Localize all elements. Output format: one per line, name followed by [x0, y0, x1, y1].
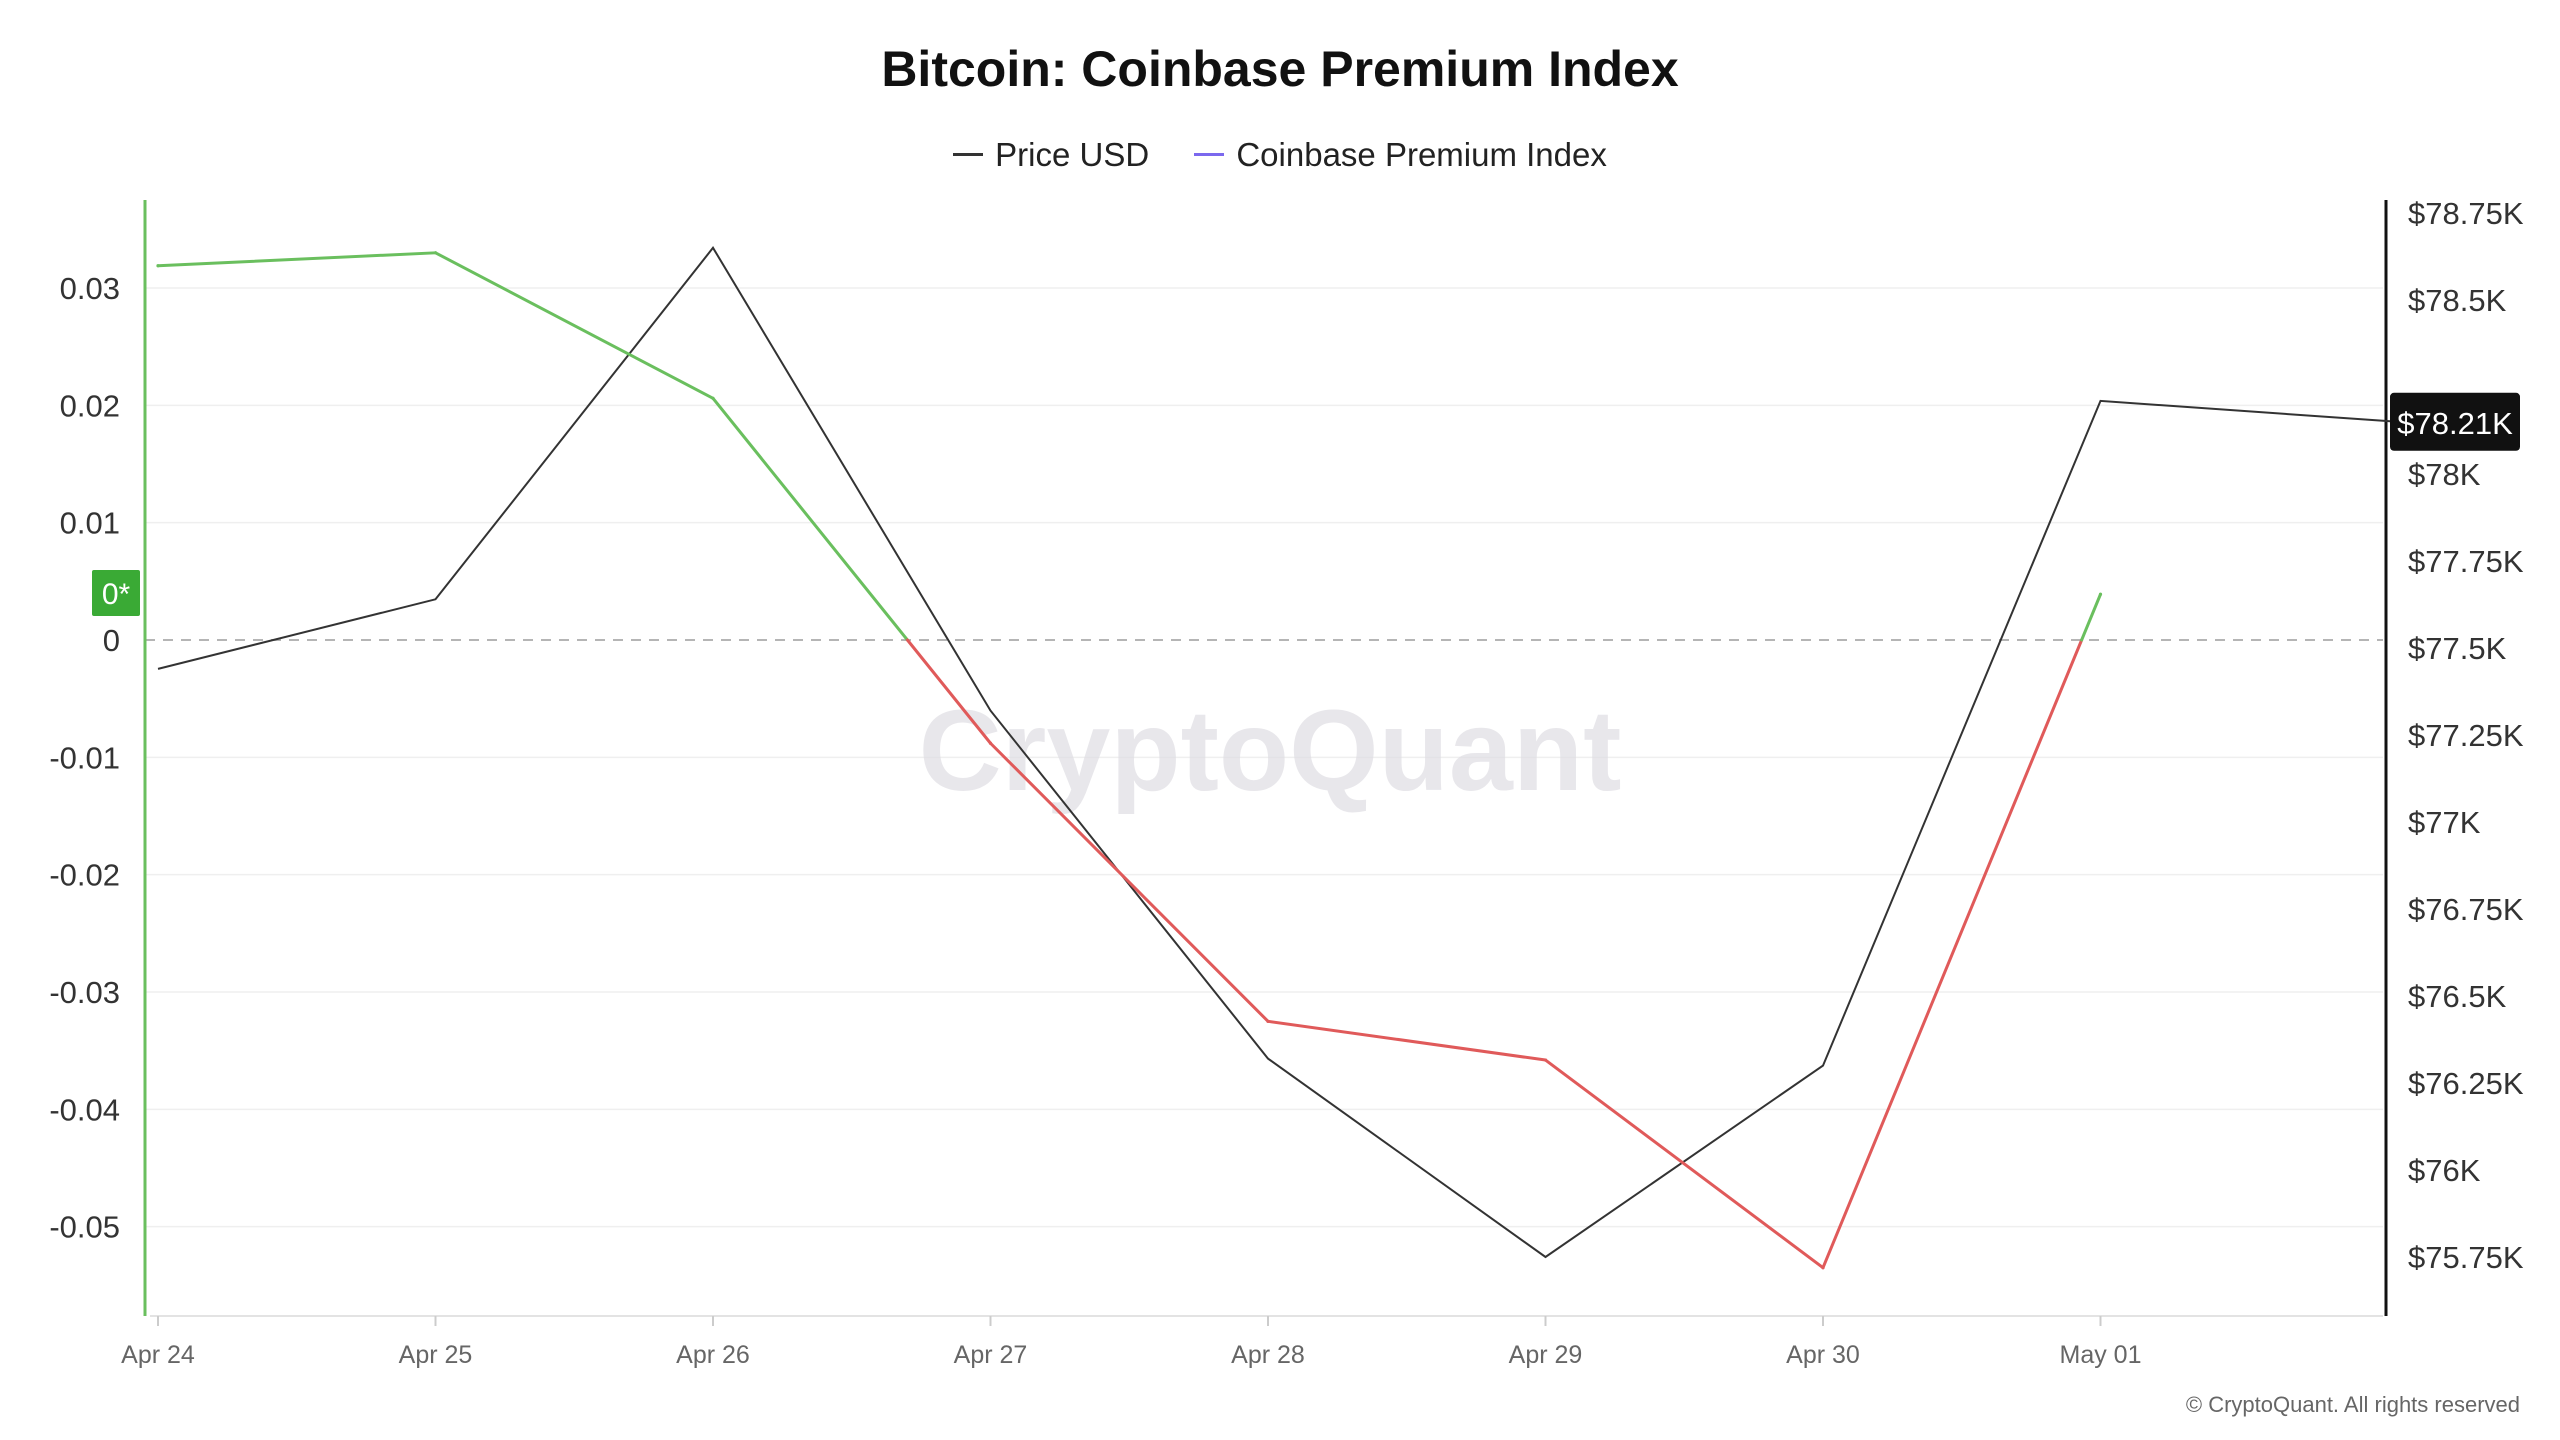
legend-swatch-premium — [1194, 153, 1225, 156]
premium-index-segment — [2080, 592, 2102, 642]
left-tick-label: -0.01 — [49, 740, 120, 775]
x-tick-label: Apr 30 — [1786, 1341, 1860, 1369]
left-tick-label: 0.03 — [60, 271, 120, 306]
right-tick-label: $78.5K — [2408, 283, 2507, 318]
chart-legend: Price USD Coinbase Premium Index — [0, 126, 2560, 174]
right-tick-label: $76K — [2408, 1153, 2481, 1188]
watermark-text: CryptoQuant — [919, 687, 1622, 815]
x-tick-label: Apr 25 — [399, 1341, 473, 1369]
right-tick-label: $75.75K — [2408, 1240, 2524, 1275]
series-layer — [156, 246, 2398, 1270]
label-layer: 0* $78.21K — [92, 392, 2520, 616]
premium-index-segment — [1266, 1019, 1547, 1062]
left-tick-label: -0.04 — [49, 1092, 120, 1127]
premium-index-segment — [434, 251, 715, 400]
right-tick-label: $77.25K — [2408, 718, 2524, 753]
legend-label-premium: Coinbase Premium Index — [1236, 135, 1607, 173]
right-tick-label: $78.75K — [2408, 196, 2524, 231]
left-tick-label: -0.02 — [49, 858, 120, 893]
right-tick-label: $78K — [2408, 457, 2481, 492]
right-tick-label: $77.5K — [2408, 631, 2507, 666]
zero-marker-box — [92, 570, 140, 616]
legend-item-premium[interactable]: Coinbase Premium Index — [1194, 136, 1607, 174]
x-tick-label: Apr 24 — [121, 1341, 195, 1369]
x-tick-label: Apr 28 — [1231, 1341, 1305, 1369]
current-price-box — [2390, 392, 2520, 451]
right-tick-label: $76.75K — [2408, 892, 2524, 927]
premium-index-point — [2098, 592, 2103, 596]
premium-index-point — [1543, 1058, 1548, 1062]
premium-index-segment — [905, 638, 992, 745]
premium-index-segment — [1544, 1058, 1825, 1270]
left-tick-label: -0.03 — [49, 975, 120, 1010]
left-tick-label: 0.01 — [60, 506, 120, 541]
watermark-layer: CryptoQuant — [919, 687, 1622, 815]
left-tick-label: 0 — [103, 623, 120, 658]
right-tick-label: $76.25K — [2408, 1066, 2524, 1101]
current-price-label: $78.21K — [2397, 406, 2513, 441]
x-tick-label: Apr 27 — [954, 1341, 1028, 1369]
chart-title: Bitcoin: Coinbase Premium Index — [881, 41, 1679, 97]
zero-marker-badge: 0* — [92, 570, 140, 616]
left-tick-label: -0.05 — [49, 1210, 120, 1245]
x-tick-label: May 01 — [2060, 1341, 2142, 1369]
premium-index-point — [988, 741, 993, 745]
zero-marker-label: 0* — [102, 578, 131, 611]
premium-index-point — [1821, 1266, 1825, 1270]
premium-index-point — [433, 251, 438, 255]
legend-label-price: Price USD — [995, 135, 1150, 173]
x-tick-label: Apr 29 — [1509, 1341, 1583, 1369]
legend-item-price[interactable]: Price USD — [953, 136, 1149, 174]
premium-index-point — [156, 264, 160, 268]
price-usd-line — [157, 246, 2398, 1259]
right-tick-label: $77K — [2408, 805, 2481, 840]
grid-layer — [145, 287, 2383, 1228]
premium-index-segment — [989, 741, 1270, 1023]
legend-swatch-price — [953, 153, 984, 156]
premium-index-segment — [156, 251, 437, 268]
axis-layer: 0.03 0.02 0.01 0 -0.01 -0.02 -0.03 -0.04 -0.05 $7… — [49, 196, 2523, 1369]
current-price-badge: $78.21K — [2390, 392, 2520, 451]
right-tick-label: $76.5K — [2408, 979, 2507, 1014]
premium-index-point — [1266, 1019, 1270, 1023]
copyright-text: © CryptoQuant. All rights reserved — [2185, 1392, 2520, 1417]
premium-index-segment — [1821, 638, 2084, 1270]
left-tick-label: 0.02 — [60, 388, 120, 423]
premium-index-segment — [711, 396, 909, 642]
premium-index-point — [711, 396, 715, 400]
x-tick-label: Apr 26 — [676, 1341, 750, 1369]
right-tick-label: $77.75K — [2408, 544, 2524, 579]
